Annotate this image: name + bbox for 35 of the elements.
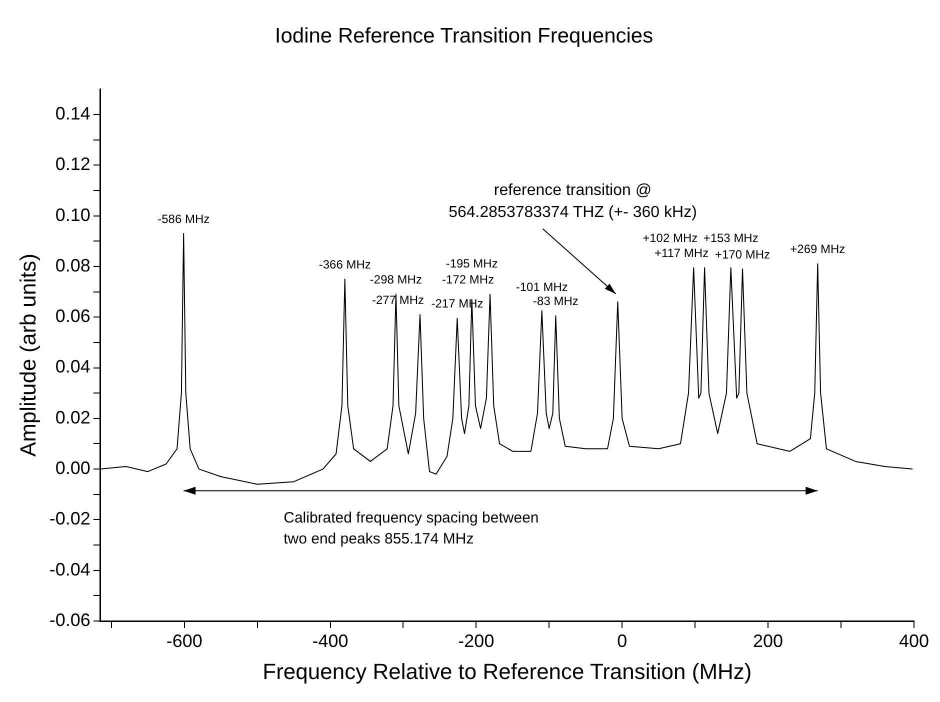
y-tick-label: 0.04 bbox=[55, 356, 90, 377]
annotation: -195 MHz bbox=[446, 256, 498, 271]
annotation: -172 MHz bbox=[442, 272, 494, 287]
y-tick-label: -0.06 bbox=[49, 610, 90, 630]
annotation: +170 MHz bbox=[715, 247, 770, 262]
x-tick-label: -600 bbox=[166, 630, 202, 651]
y-tick-label: 0.12 bbox=[55, 154, 90, 174]
x-axis-title: Frequency Relative to Reference Transition (MHz) bbox=[262, 658, 752, 684]
y-tick-label: -0.02 bbox=[49, 508, 90, 529]
annotation: +153 MHz bbox=[703, 231, 758, 246]
annotation: -101 MHz bbox=[516, 280, 568, 294]
x-tick-label: 0 bbox=[617, 630, 628, 651]
y-tick-label: 0.14 bbox=[55, 103, 90, 124]
y-tick-label: -0.04 bbox=[49, 559, 90, 580]
x-tick-label: 200 bbox=[753, 630, 784, 651]
annotation: +269 MHz bbox=[790, 242, 846, 256]
y-axis-title: Amplitude (arb units) bbox=[15, 254, 40, 457]
chart-title: Iodine Reference Transition Frequencies bbox=[274, 24, 654, 48]
annotation: -83 MHz bbox=[533, 294, 578, 308]
y-tick-label: 0.00 bbox=[55, 458, 90, 478]
annotation: -586 MHz bbox=[158, 212, 210, 226]
y-tick-label: 0.08 bbox=[55, 255, 90, 276]
y-tick-label: 0.10 bbox=[55, 204, 90, 225]
x-tick-label: -200 bbox=[458, 630, 494, 651]
y-tick-label: 0.06 bbox=[55, 306, 90, 326]
x-tick-label: -400 bbox=[312, 630, 348, 651]
y-tick-label: 0.02 bbox=[55, 407, 90, 428]
annotation: +102 MHz bbox=[642, 231, 698, 246]
annotation: +117 MHz bbox=[654, 246, 709, 260]
annotation: -366 MHz bbox=[318, 257, 371, 272]
annotation: -298 MHz bbox=[370, 272, 422, 287]
annotation: reference transition @ 564.2853783374 THZ (+- 360 kHz) bbox=[448, 182, 697, 222]
annotation: -277 MHz bbox=[372, 292, 424, 307]
annotation: Calibrated frequency spacing between two end peaks 855.174 MHz bbox=[284, 509, 539, 548]
x-tick-label: 400 bbox=[898, 630, 930, 651]
